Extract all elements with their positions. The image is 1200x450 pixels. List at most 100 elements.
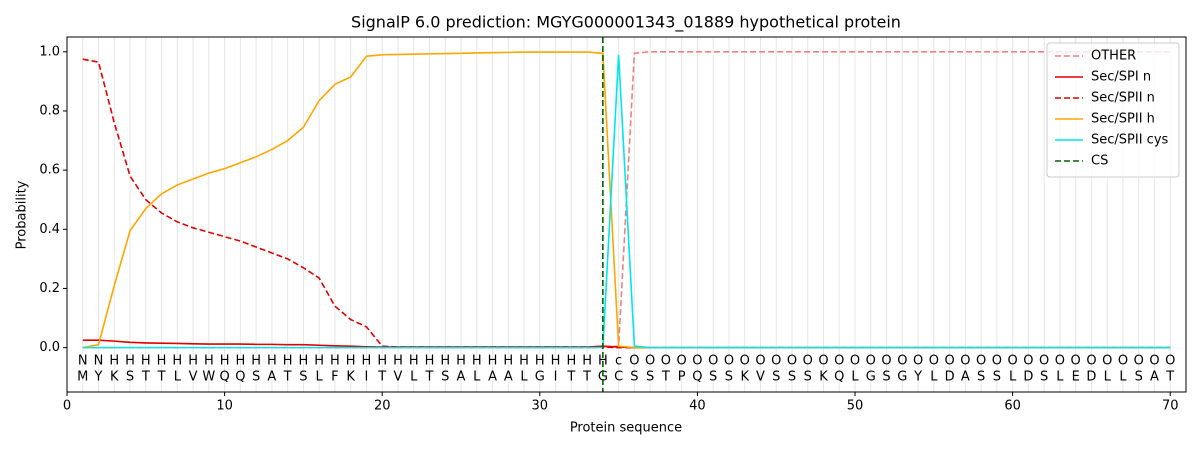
residue-label: O	[645, 354, 655, 369]
legend-label: Sec/SPI n	[1091, 70, 1151, 85]
residue: G	[598, 370, 608, 385]
residue: Q	[235, 370, 245, 385]
residue-label: H	[188, 354, 198, 369]
residue-label: O	[771, 354, 781, 369]
residue: L	[1056, 370, 1064, 385]
residue-label: N	[78, 354, 88, 369]
residue-label: H	[141, 354, 151, 369]
residue-label: O	[724, 354, 734, 369]
residue-label: H	[551, 354, 561, 369]
x-tick-label: 60	[1004, 399, 1021, 414]
residue-label: H	[488, 354, 498, 369]
residue: Y	[913, 370, 922, 385]
residue-label: O	[818, 354, 828, 369]
residue: S	[1135, 370, 1143, 385]
residue: V	[756, 370, 765, 385]
residue-label: H	[109, 354, 119, 369]
residue: S	[630, 370, 638, 385]
residue: S	[299, 370, 307, 385]
residue-label: O	[1055, 354, 1065, 369]
residue-label: H	[409, 354, 419, 369]
residue-label: H	[346, 354, 356, 369]
residue-label: O	[992, 354, 1002, 369]
residue: S	[252, 370, 260, 385]
residue: S	[977, 370, 985, 385]
x-tick-label: 10	[216, 399, 233, 414]
residue-label: O	[1086, 354, 1096, 369]
residue-label: H	[472, 354, 482, 369]
residue-label: H	[220, 354, 230, 369]
residue: K	[110, 370, 119, 385]
residue: T	[566, 370, 575, 385]
residue: E	[1072, 370, 1080, 385]
x-axis-label: Protein sequence	[570, 421, 682, 436]
residue: W	[202, 370, 215, 385]
residue: D	[1086, 370, 1096, 385]
residue-label: O	[913, 354, 923, 369]
residue: Y	[94, 370, 103, 385]
x-tick-label: 50	[847, 399, 864, 414]
legend-label: Sec/SPII cys	[1091, 133, 1169, 148]
residue: Q	[834, 370, 844, 385]
residue-label: H	[299, 354, 309, 369]
residue-label: H	[330, 354, 340, 369]
residue: V	[394, 370, 403, 385]
residue-label: O	[661, 354, 671, 369]
residue-label: c	[615, 354, 622, 369]
residue: L	[1119, 370, 1127, 385]
residue: D	[945, 370, 955, 385]
y-tick-label: 0.2	[39, 281, 60, 296]
residue-label: H	[519, 354, 529, 369]
residue-label: N	[94, 354, 104, 369]
residue: T	[582, 370, 591, 385]
residue: S	[441, 370, 449, 385]
residue-label: H	[456, 354, 466, 369]
residue-label: O	[1102, 354, 1112, 369]
residue: S	[993, 370, 1001, 385]
residue-label: O	[692, 354, 702, 369]
residue-label: O	[834, 354, 844, 369]
residue: K	[346, 370, 355, 385]
residue-label: O	[629, 354, 639, 369]
residue: A	[504, 370, 513, 385]
y-tick-label: 0.6	[39, 163, 60, 178]
residue: G	[866, 370, 876, 385]
residue-label: O	[1149, 354, 1159, 369]
residue: A	[488, 370, 497, 385]
residue: I	[365, 370, 369, 385]
residue: V	[189, 370, 198, 385]
residue: T	[141, 370, 150, 385]
residue-label: O	[677, 354, 687, 369]
y-tick-label: 0.8	[39, 103, 60, 118]
residue-label: H	[535, 354, 545, 369]
residue: L	[410, 370, 418, 385]
residue-label: O	[881, 354, 891, 369]
residue-label: H	[362, 354, 372, 369]
residue-label: O	[1023, 354, 1033, 369]
residue-label: H	[283, 354, 293, 369]
x-tick-label: 70	[1162, 399, 1179, 414]
legend-label: Sec/SPII h	[1091, 112, 1155, 127]
residue-label: H	[393, 354, 403, 369]
x-tick-label: 0	[63, 399, 71, 414]
residue-label: O	[1134, 354, 1144, 369]
residue-label: H	[582, 354, 592, 369]
residue-label: O	[787, 354, 797, 369]
residue: S	[772, 370, 780, 385]
residue: T	[157, 370, 166, 385]
residue: S	[1040, 370, 1048, 385]
residue-label: O	[755, 354, 765, 369]
residue: L	[851, 370, 859, 385]
residue: S	[646, 370, 654, 385]
residue: S	[882, 370, 890, 385]
residue-label: H	[377, 354, 387, 369]
residue: Q	[219, 370, 229, 385]
legend-label: CS	[1091, 154, 1108, 169]
residue: A	[1150, 370, 1159, 385]
residue-label: O	[897, 354, 907, 369]
y-axis-label: Probability	[15, 180, 30, 249]
residue: L	[473, 370, 481, 385]
residue: D	[1023, 370, 1033, 385]
